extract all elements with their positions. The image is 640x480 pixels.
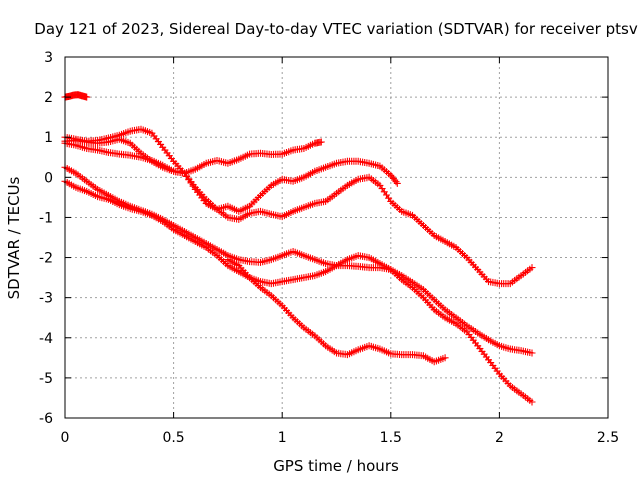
data-point (393, 179, 401, 187)
data-point (528, 398, 536, 406)
data-point (317, 138, 325, 146)
series-arc-6 (61, 177, 536, 406)
y-tick-label: -3 (39, 291, 53, 307)
plot-frame (64, 56, 609, 419)
y-axis-label: SDTVAR / TECUs (5, 176, 23, 299)
y-tick-label: -4 (39, 331, 53, 347)
chart-title: Day 121 of 2023, Sidereal Day-to-day VTE… (34, 20, 638, 38)
x-tick-label: 0.5 (162, 430, 184, 446)
y-tick-label: 2 (44, 90, 53, 106)
series-arc-1 (61, 91, 91, 101)
x-tick-label: 1.5 (380, 430, 402, 446)
data-series (61, 91, 536, 406)
y-tick-label: -2 (39, 251, 53, 267)
data-point (392, 178, 400, 186)
y-tick-label: 1 (44, 130, 53, 146)
y-tick-label: -5 (39, 371, 53, 387)
series-arc-4 (61, 135, 536, 288)
y-tick-label: -6 (39, 411, 53, 427)
data-point (528, 264, 536, 272)
y-tick-label: 0 (44, 170, 53, 186)
x-tick-label: 0 (61, 430, 70, 446)
data-point (441, 354, 449, 362)
x-tick-label: 2 (495, 430, 504, 446)
series-line (227, 259, 446, 363)
x-axis-label: GPS time / hours (273, 457, 399, 475)
series-arc-7 (224, 256, 449, 366)
grid (65, 57, 608, 418)
y-tick-label: 3 (44, 50, 53, 66)
x-tick-label: 2.5 (597, 430, 619, 446)
x-tick-label: 1 (278, 430, 287, 446)
series-line (64, 180, 533, 403)
y-tick-label: -1 (39, 210, 53, 226)
data-point (83, 93, 91, 101)
data-point (528, 349, 536, 357)
series-arc-2 (61, 138, 325, 177)
axis-ticks: 0 0.5 1 1.5 2 2.5 -6 -5 -4 -3 -2 -1 0 1 2 3 (39, 50, 619, 446)
